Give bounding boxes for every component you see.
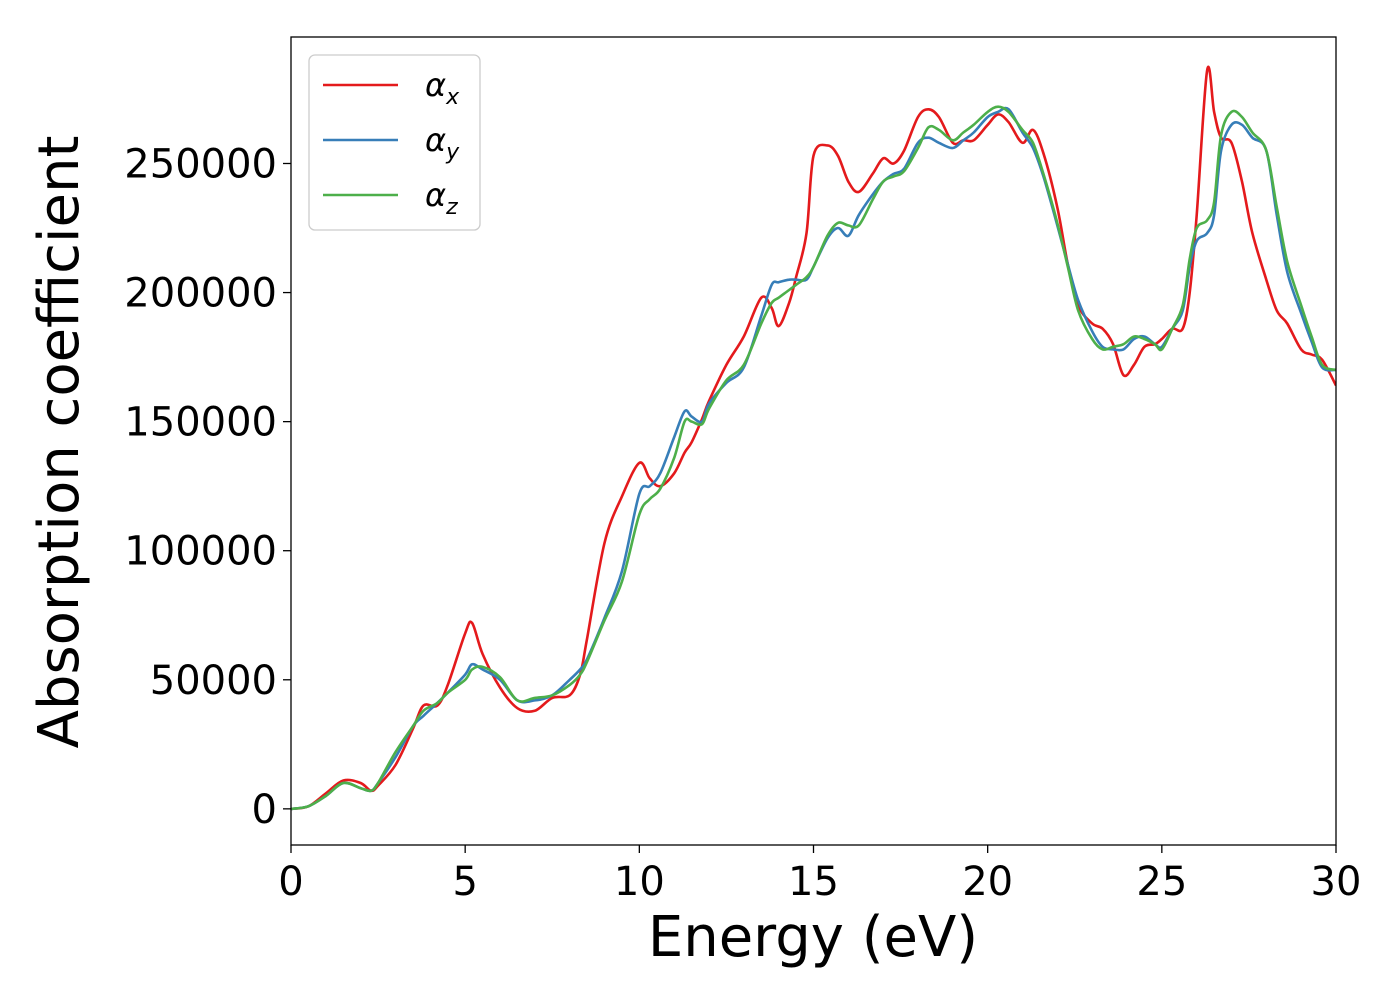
y-tick-label: 50000	[150, 658, 277, 704]
y-tick-label: 250000	[124, 141, 277, 187]
legend-box	[308, 54, 481, 231]
x-tick-label: 0	[278, 859, 303, 905]
y-tick-label: 150000	[124, 400, 277, 446]
x-tick-label: 15	[788, 859, 839, 905]
plot-lines	[291, 65, 1336, 811]
legend-label: αy	[425, 121, 460, 165]
y-tick-label: 200000	[124, 271, 277, 317]
y-axis-title: Absorption coefficient	[27, 136, 92, 749]
y-tick-label: 0	[252, 787, 277, 833]
y-axis-ticks: 0 50000 100000 150000 200000 250000	[124, 141, 291, 833]
series-line-1	[291, 65, 1336, 811]
x-tick-label: 20	[962, 859, 1013, 905]
x-tick-label: 25	[1136, 859, 1187, 905]
legend: αx αy αz	[308, 54, 481, 231]
x-tick-label: 30	[1311, 859, 1362, 905]
x-axis-title: Energy (eV)	[648, 905, 978, 970]
series-line-3	[291, 105, 1336, 811]
x-tick-label: 10	[614, 859, 665, 905]
y-tick-label: 100000	[124, 529, 277, 575]
x-axis-ticks: 0 5 10 15 20 25 30	[278, 845, 1361, 905]
x-tick-label: 5	[452, 859, 477, 905]
legend-label: αx	[425, 66, 460, 110]
legend-label: αz	[425, 176, 458, 220]
